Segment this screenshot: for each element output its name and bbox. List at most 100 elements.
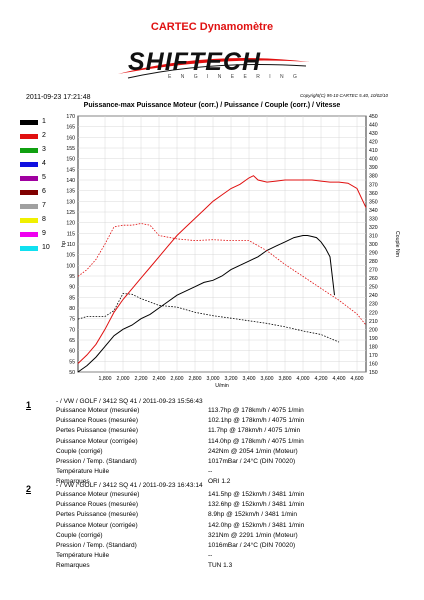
y-left-axis-label: hp	[61, 241, 67, 247]
y-left-tick-label: 130	[66, 199, 75, 205]
y-right-tick-label: 210	[369, 319, 378, 325]
y-left-tick-label: 85	[69, 295, 75, 301]
legend-number: 8	[42, 216, 46, 223]
run-field-value: 132.6hp @ 152km/h / 3481 1/min	[208, 501, 305, 509]
y-left-tick-label: 135	[66, 189, 75, 195]
y-left-tick-label: 60	[69, 349, 75, 355]
y-right-tick-label: 420	[369, 140, 378, 146]
y-right-tick-label: 160	[369, 361, 378, 367]
run-field-value: --	[208, 468, 213, 476]
x-tick-label: 3,800	[279, 376, 292, 382]
legend-number: 5	[42, 174, 46, 181]
y-left-tick-label: 80	[69, 306, 75, 312]
y-left-tick-label: 165	[66, 125, 75, 131]
legend-swatch	[20, 204, 38, 209]
x-tick-label: 4,000	[297, 376, 310, 382]
run-field-value: 113.7hp @ 178km/h / 4075 1/min	[208, 407, 304, 414]
x-tick-label: 4,200	[315, 376, 328, 382]
run-number: 2	[26, 484, 32, 494]
x-axis-label: U/min	[215, 383, 229, 389]
x-tick-label: 3,000	[207, 376, 220, 382]
run-field-label: Puissance Moteur (corrigée)	[56, 521, 138, 529]
y-right-tick-label: 260	[369, 276, 378, 282]
x-tick-label: 4,600	[351, 376, 364, 382]
series-line-1	[77, 235, 335, 373]
run-field-value: ORI 1.2	[208, 478, 231, 486]
run-field-value: --	[208, 552, 213, 560]
legend-item: 6	[20, 188, 60, 198]
report-datetime: 2011-09-23 17:21:48	[26, 94, 91, 101]
run-field-label: Couple (corrigé)	[56, 447, 103, 455]
legend-number: 3	[42, 146, 46, 153]
legend-swatch	[20, 134, 38, 139]
run-field-label: Pertes Puissance (mesurée)	[56, 427, 139, 435]
y-right-tick-label: 320	[369, 225, 378, 231]
run-field-label: Remarques	[56, 562, 90, 570]
y-left-tick-label: 90	[69, 285, 75, 291]
run-field-value: 1017mBar / 24°C (DIN 70020)	[208, 458, 296, 465]
y-right-tick-label: 410	[369, 148, 378, 154]
y-right-tick-label: 450	[369, 114, 378, 120]
legend-item: 3	[20, 146, 60, 156]
y-right-tick-label: 250	[369, 285, 378, 291]
y-right-tick-label: 310	[369, 233, 378, 239]
x-tick-label: 1,800	[99, 376, 112, 382]
y-right-tick-label: 200	[369, 327, 378, 333]
y-left-tick-label: 65	[69, 338, 75, 344]
run-field-label: Puissance Roues (mesurée)	[56, 501, 139, 509]
y-right-tick-label: 400	[369, 157, 378, 163]
y-left-tick-label: 140	[66, 178, 75, 184]
y-right-tick-label: 350	[369, 199, 378, 205]
run-field-value: TUN 1.3	[208, 562, 233, 570]
legend-swatch	[20, 176, 38, 181]
y-left-tick-label: 95	[69, 274, 75, 280]
logo-text: SHIFTECH	[128, 48, 261, 76]
x-tick-label: 3,600	[261, 376, 274, 382]
run-field-value: 142.0hp @ 152km/h / 3481 1/min	[208, 521, 305, 529]
run-field-value: 114.0hp @ 178km/h / 4075 1/min	[208, 437, 304, 445]
legend-item: 2	[20, 132, 60, 142]
legend-swatch	[20, 190, 38, 195]
chart-title: Puissance-max Puissance Moteur (corr.) /…	[83, 102, 341, 109]
dyno-chart: 50 55 60 65 70 75 80 85 90 95 100 105 110 115 120 125 13…	[61, 114, 400, 389]
y-right-tick-label: 430	[369, 131, 378, 137]
run-title: - / VW / GOLF / 3412 SQ 41 / 2011-09-23 …	[56, 482, 203, 489]
x-tick-label: 2,600	[171, 376, 184, 382]
x-tick-label: 3,400	[243, 376, 256, 382]
report-title: CARTEC Dynamomètre	[150, 21, 274, 33]
run-field-value: 11.7hp @ 178km/h / 4075 1/min	[208, 427, 301, 435]
run-field-label: Couple (corrigé)	[56, 531, 103, 539]
legend-swatch	[20, 232, 38, 237]
logo-subtitle: E N G I N E E R I N G	[168, 74, 301, 80]
legend-number: 7	[42, 202, 46, 209]
y-right-tick-label: 290	[369, 251, 378, 257]
legend-item: 4	[20, 160, 60, 170]
run-field-label: Température Huile	[56, 552, 110, 560]
x-tick-label: 2,400	[153, 376, 166, 382]
y-left-tick-label: 125	[66, 210, 75, 216]
y-right-tick-label: 220	[369, 310, 378, 316]
y-right-tick-label: 280	[369, 259, 378, 265]
series-line-3	[77, 175, 367, 364]
y-left-tick-label: 50	[69, 370, 75, 376]
y-left-tick-label: 55	[69, 359, 75, 365]
legend-item: 9	[20, 230, 60, 240]
y-right-axis-label: Couple Nm	[394, 231, 400, 257]
y-right-tick-label: 180	[369, 344, 378, 350]
y-left-tick-label: 155	[66, 146, 75, 152]
run-number: 1	[26, 400, 32, 410]
legend-item: 8	[20, 216, 60, 226]
y-left-tick-label: 150	[66, 157, 75, 163]
legend-swatch	[20, 162, 38, 167]
legend-item: 5	[20, 174, 60, 184]
series-line-2	[77, 293, 340, 343]
legend-number: 10	[42, 244, 50, 251]
legend-number: 9	[42, 230, 46, 237]
x-tick-label: 2,800	[189, 376, 202, 382]
run-field-label: Puissance Moteur (mesurée)	[56, 491, 140, 498]
y-left-tick-label: 70	[69, 327, 75, 333]
run-field-value: 321Nm @ 2291 1/min (Moteur)	[208, 531, 298, 539]
y-right-tick-label: 340	[369, 208, 378, 214]
y-right-tick-label: 240	[369, 293, 378, 299]
run-field-label: Pression / Temp. (Standard)	[56, 542, 137, 549]
